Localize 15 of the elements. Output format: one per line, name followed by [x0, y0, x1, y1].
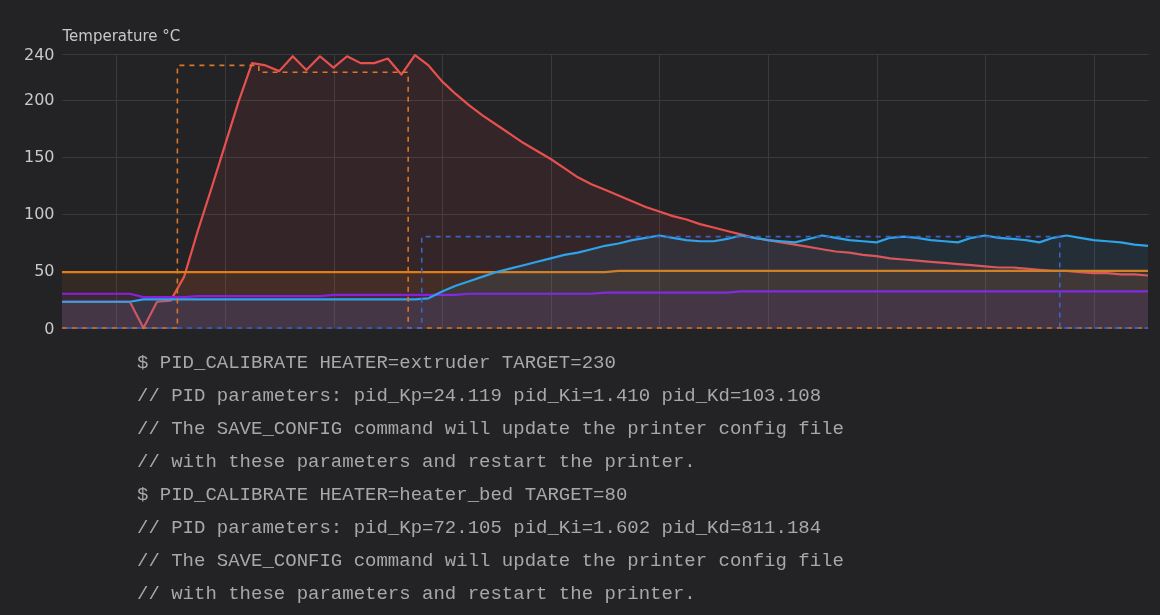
text: // PID parameters: pid_Kp=72.105 pid_Ki=1.602 pid_Kd=811.184 [137, 517, 822, 539]
y-tick-label: 240 [23, 44, 55, 64]
text: $ PID_CALIBRATE HEATER=heater_bed TARGET=80 [137, 484, 628, 506]
text: // The SAVE_CONFIG command will update the printer config file [137, 550, 844, 572]
text: // PID parameters: pid_Kp=24.119 pid_Ki=1.410 pid_Kd=103.108 [137, 385, 822, 407]
y-tick-label: 100 [23, 204, 55, 224]
text: $ PID_CALIBRATE HEATER=extruder TARGET=230 [137, 352, 616, 374]
y-tick-label: 150 [23, 147, 55, 167]
y-tick-label: 0 [44, 318, 55, 338]
y-tick-label: 50 [34, 261, 55, 281]
y-tick-label: 200 [23, 90, 55, 110]
text: // with these parameters and restart the printer. [137, 451, 696, 473]
text: // The SAVE_CONFIG command will update the printer config file [137, 418, 844, 440]
y-axis-title: Temperature °C [61, 26, 181, 45]
text: // with these parameters and restart the printer. [137, 583, 696, 605]
